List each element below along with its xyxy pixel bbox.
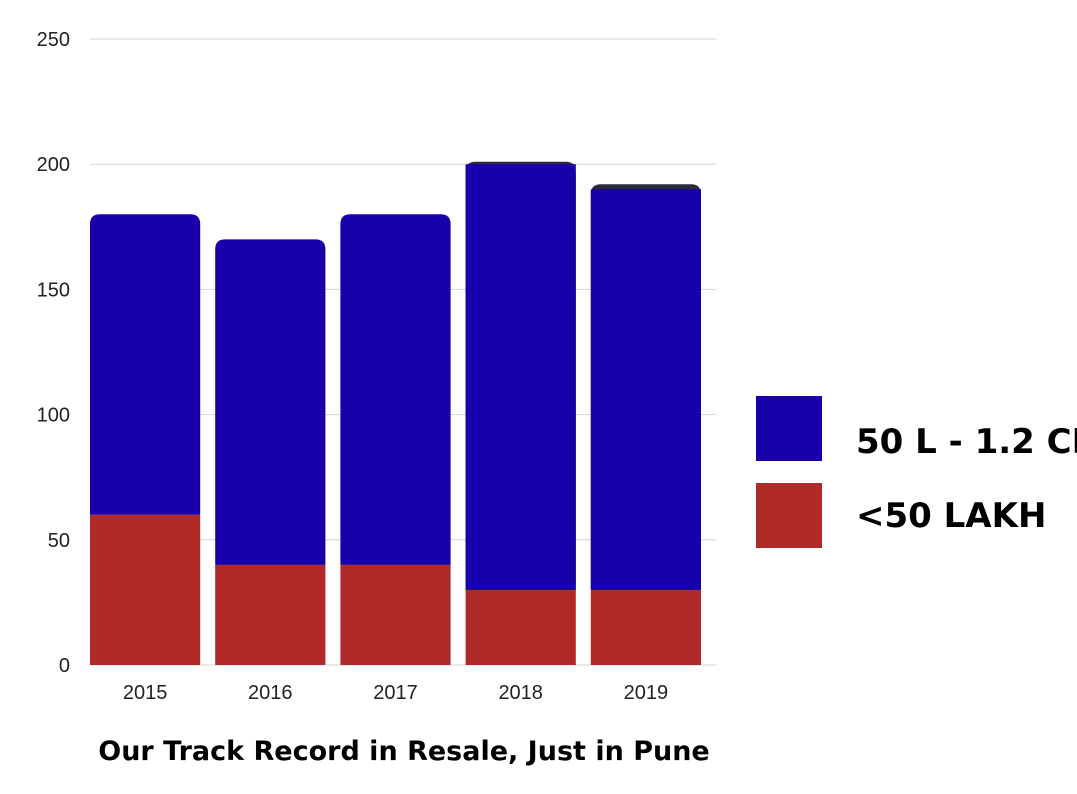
bar-segment-50l-1-2cr xyxy=(90,214,201,515)
legend-swatch xyxy=(756,483,822,548)
x-tick-label: 2019 xyxy=(624,682,669,704)
y-tick-label: 200 xyxy=(37,154,70,176)
x-tick-label: 2016 xyxy=(248,682,293,704)
bar-segment-under-50-lakh xyxy=(465,589,576,665)
y-tick-label: 0 xyxy=(59,655,70,677)
bar-segment-50l-1-2cr xyxy=(340,214,451,565)
x-tick-label: 2017 xyxy=(373,682,418,704)
x-tick-label: 2015 xyxy=(123,682,168,704)
legend-label: <50 LAKH xyxy=(856,496,1046,536)
bar-segment-50l-1-2cr xyxy=(215,239,326,565)
bar-segment-under-50-lakh xyxy=(90,514,201,665)
legend: 50 L - 1.2 CR <50 LAKH xyxy=(756,396,1077,548)
y-axis-ticks: 0 50 100 150 200 250 xyxy=(37,29,70,677)
x-axis-ticks: 2015 2016 2017 2018 2019 xyxy=(123,682,668,704)
y-tick-label: 50 xyxy=(48,530,70,552)
legend-label: 50 L - 1.2 CR xyxy=(856,422,1077,462)
y-tick-label: 150 xyxy=(37,279,70,301)
chart-title: Our Track Record in Resale, Just in Pune xyxy=(98,736,710,767)
bar-segment-under-50-lakh xyxy=(340,564,451,665)
x-tick-label: 2018 xyxy=(498,682,543,704)
bars xyxy=(90,161,701,665)
bar-segment-under-50-lakh xyxy=(590,589,701,665)
legend-swatch xyxy=(756,396,822,461)
bar-segment-under-50-lakh xyxy=(215,564,326,665)
y-tick-label: 100 xyxy=(37,405,70,427)
y-tick-label: 250 xyxy=(37,29,70,51)
bar-segment-50l-1-2cr xyxy=(590,189,701,590)
bar-segment-50l-1-2cr xyxy=(465,164,576,590)
